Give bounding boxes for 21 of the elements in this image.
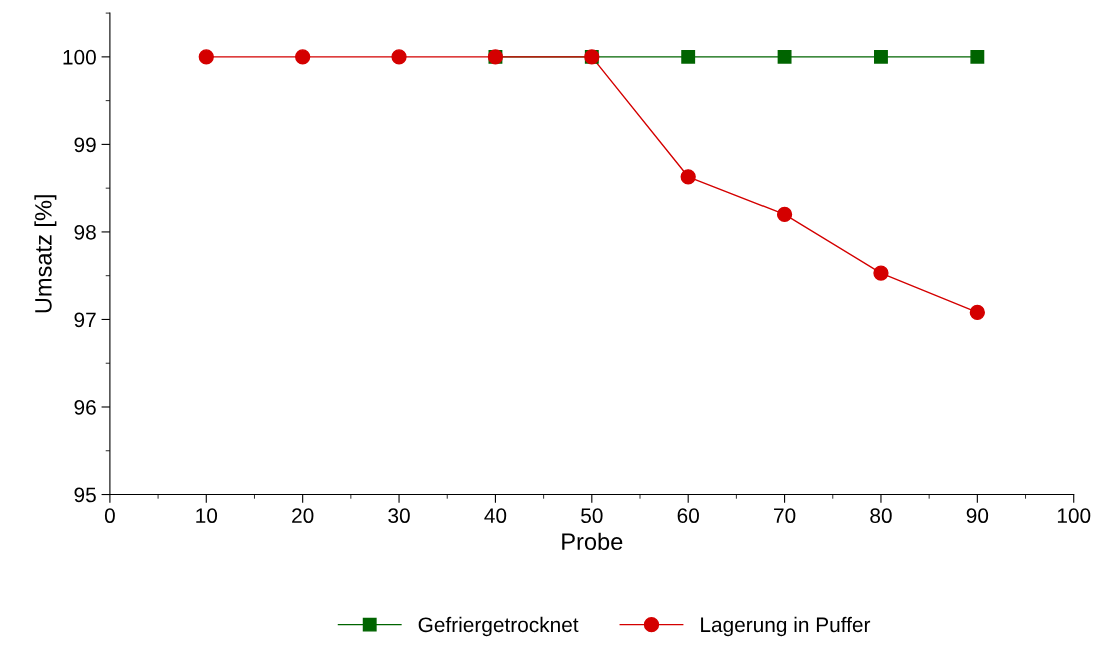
x-tick-label: 40 <box>484 508 507 524</box>
x-tick-label: 30 <box>388 508 410 524</box>
x-tick-label: 70 <box>774 508 796 524</box>
y-tick-label: 100 <box>63 49 96 65</box>
x-tick-label: 0 <box>104 508 115 524</box>
y-tick-label: 96 <box>74 399 96 415</box>
y-tick-label: 97 <box>74 312 96 328</box>
x-tick-label: 10 <box>196 508 218 524</box>
y-axis-title: Umsatz [%] <box>34 195 57 313</box>
legend-label: Gefriergetrocknet <box>418 616 579 637</box>
y-tick-label: 98 <box>74 224 96 240</box>
x-tick-label: 80 <box>870 508 892 524</box>
x-tick-label: 60 <box>677 508 699 524</box>
x-tick-label: 50 <box>581 508 603 524</box>
y-tick-label: 99 <box>74 137 96 153</box>
x-tick-label: 90 <box>966 508 989 524</box>
y-tick-label: 95 <box>74 487 96 503</box>
x-tick-label: 20 <box>292 508 314 524</box>
x-tick-label: 100 <box>1057 508 1091 524</box>
legend-label: Lagerung in Puffer <box>701 616 871 637</box>
x-axis-title: Probe <box>562 532 623 551</box>
